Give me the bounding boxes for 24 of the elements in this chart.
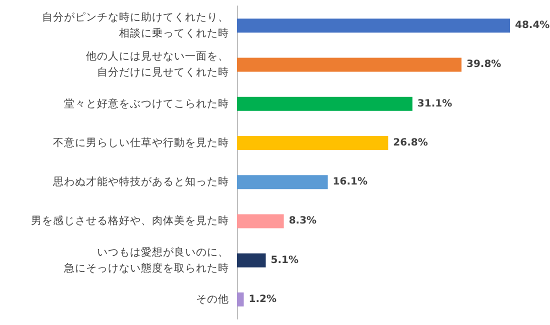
y-tick-label: その他 [196,293,229,306]
bar [237,214,284,228]
data-label: 5.1% [270,254,298,266]
bar [237,136,388,150]
data-label: 16.1% [332,176,368,188]
data-label: 48.4% [515,20,550,32]
bar [237,18,510,33]
bar [237,58,462,72]
y-tick-label: いつもは愛想が良いのに、急にそっけない態度を取られた時 [63,245,229,274]
y-tick-label: 思わぬ才能や特技があると知った時 [52,175,229,188]
y-tick-label: 不意に男らしい仕草や行動を見た時 [53,136,229,149]
bar [237,96,412,111]
data-label: 31.1% [417,98,452,110]
y-tick-label: 男を感じさせる格好や、肉体美を見た時 [31,214,229,228]
bar [237,175,328,190]
data-label: 8.3% [288,216,317,227]
y-tick-label: 堂々と好意をぶつけてこられた時 [64,96,229,110]
data-label: 39.8% [466,59,502,70]
data-label: 1.2% [248,294,277,305]
bar [237,292,244,306]
y-tick-label: 他の人には見せない一面を、自分だけに見せてくれた時 [86,50,229,79]
data-label: 26.8% [393,137,428,148]
y-tick-label: 自分がピンチな時に助けてくれたり、相談に乗ってくれた時 [42,10,229,40]
bar [237,253,266,268]
